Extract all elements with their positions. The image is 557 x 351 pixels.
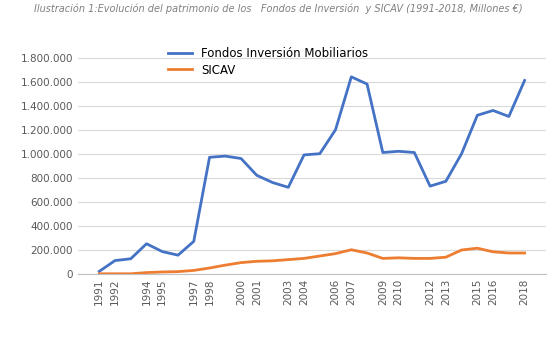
Fondos Inversión Mobiliarios — [427, 184, 433, 188]
SICAV — [474, 246, 481, 250]
Fondos Inversión Mobiliarios — [379, 150, 386, 154]
Fondos Inversión Mobiliarios — [175, 253, 182, 257]
SICAV — [175, 270, 182, 274]
SICAV — [128, 272, 134, 276]
SICAV — [269, 259, 276, 263]
SICAV — [253, 259, 260, 263]
SICAV — [206, 266, 213, 270]
SICAV — [379, 256, 386, 260]
Fondos Inversión Mobiliarios — [143, 241, 150, 246]
Fondos Inversión Mobiliarios — [301, 153, 307, 157]
Fondos Inversión Mobiliarios — [411, 150, 418, 154]
SICAV — [521, 251, 528, 255]
Fondos Inversión Mobiliarios — [316, 152, 323, 156]
SICAV — [316, 254, 323, 258]
Fondos Inversión Mobiliarios — [111, 258, 118, 263]
Legend: Fondos Inversión Mobiliarios, SICAV: Fondos Inversión Mobiliarios, SICAV — [168, 47, 368, 77]
Fondos Inversión Mobiliarios — [96, 269, 102, 273]
Fondos Inversión Mobiliarios — [442, 179, 449, 184]
Fondos Inversión Mobiliarios — [332, 127, 339, 132]
SICAV — [458, 248, 465, 252]
Fondos Inversión Mobiliarios — [506, 114, 512, 119]
Fondos Inversión Mobiliarios — [190, 239, 197, 244]
Fondos Inversión Mobiliarios — [159, 250, 165, 254]
SICAV — [190, 268, 197, 272]
SICAV — [222, 263, 228, 267]
SICAV — [348, 248, 355, 252]
SICAV — [490, 250, 496, 254]
SICAV — [285, 258, 292, 262]
SICAV — [159, 270, 165, 274]
Fondos Inversión Mobiliarios — [364, 82, 370, 86]
SICAV — [427, 256, 433, 260]
SICAV — [442, 255, 449, 259]
Fondos Inversión Mobiliarios — [238, 157, 245, 161]
Fondos Inversión Mobiliarios — [458, 152, 465, 156]
SICAV — [364, 251, 370, 255]
Fondos Inversión Mobiliarios — [490, 108, 496, 113]
SICAV — [395, 256, 402, 260]
Fondos Inversión Mobiliarios — [285, 185, 292, 190]
Fondos Inversión Mobiliarios — [253, 173, 260, 177]
Fondos Inversión Mobiliarios — [348, 75, 355, 79]
Fondos Inversión Mobiliarios — [222, 154, 228, 158]
SICAV — [96, 272, 102, 276]
SICAV — [506, 251, 512, 255]
SICAV — [238, 260, 245, 265]
SICAV — [332, 252, 339, 256]
Line: SICAV: SICAV — [99, 248, 525, 274]
Fondos Inversión Mobiliarios — [269, 180, 276, 185]
SICAV — [143, 271, 150, 275]
Text: Ilustración 1:Evolución del patrimonio de los   Fondos de Inversión  y SICAV (19: Ilustración 1:Evolución del patrimonio d… — [34, 4, 523, 14]
Fondos Inversión Mobiliarios — [521, 78, 528, 82]
Fondos Inversión Mobiliarios — [128, 257, 134, 261]
SICAV — [111, 272, 118, 276]
Line: Fondos Inversión Mobiliarios: Fondos Inversión Mobiliarios — [99, 77, 525, 271]
SICAV — [301, 256, 307, 260]
Fondos Inversión Mobiliarios — [474, 113, 481, 117]
Fondos Inversión Mobiliarios — [395, 149, 402, 153]
Fondos Inversión Mobiliarios — [206, 155, 213, 159]
SICAV — [411, 256, 418, 260]
